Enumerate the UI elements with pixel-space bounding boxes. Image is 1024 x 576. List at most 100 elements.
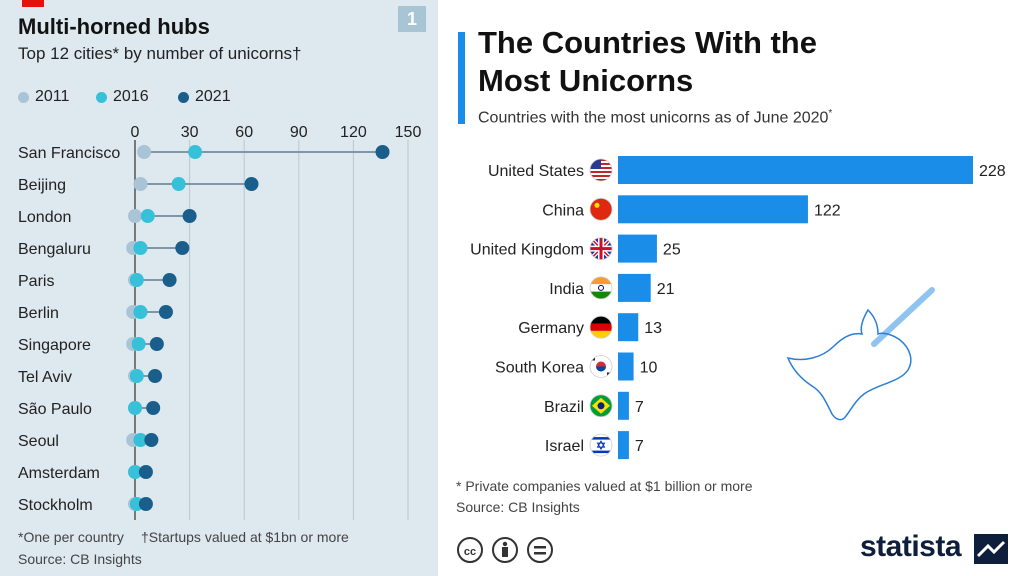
left-source: Source: CB Insights: [18, 551, 142, 567]
value-label-united-kingdom: 25: [663, 242, 681, 259]
bar-united-states: [618, 156, 973, 184]
dot-2021-paris: [162, 273, 177, 287]
bar-india: [618, 273, 651, 302]
dot-2016-singapore: [131, 337, 146, 351]
germany-red: [590, 323, 612, 331]
brazil-flag-icon: [589, 394, 613, 418]
dot-2021-amsterdam: [138, 465, 153, 479]
red-tab: [22, 0, 44, 7]
brazil-globe: [597, 402, 605, 410]
flag-fill: [590, 434, 612, 457]
statista-logo-icon: [974, 534, 1008, 564]
legend-dot-2021: [178, 91, 189, 103]
city-label-berlin: Berlin: [18, 305, 59, 322]
country-label-brazil: Brazil: [544, 399, 584, 416]
footnote-startups: †Startups valued at $1bn or more: [141, 529, 349, 545]
dot-2011-london: [128, 209, 142, 223]
flag-fill: [590, 316, 612, 339]
dot-2021-san-francisco: [375, 145, 390, 159]
flag-outline: [589, 197, 613, 221]
x-tick-label-150: 150: [395, 124, 422, 141]
south-korea-flag-icon: [589, 355, 613, 378]
flag-fill: [590, 159, 612, 181]
flag-outline: [589, 158, 613, 182]
germany-black: [590, 316, 612, 324]
korea-red: [596, 361, 606, 367]
x-tick-label-30: 30: [181, 124, 199, 141]
korea-blue: [596, 366, 606, 372]
right-source: Source: CB Insights: [456, 499, 580, 515]
israel-star: [596, 440, 606, 451]
israel-flag-icon: [589, 433, 613, 457]
city-label-stockholm: Stockholm: [18, 497, 93, 514]
value-label-india: 21: [657, 281, 675, 298]
title-accent-bar: [458, 32, 465, 124]
legend-item-2016: 2016: [96, 88, 149, 106]
dot-2016-tel-aviv: [129, 369, 144, 383]
bar-united-kingdom: [618, 234, 657, 263]
city-label-beijing: Beijing: [18, 177, 66, 194]
dot-2011-san-francisco: [137, 145, 152, 159]
dot-2021-tel-aviv: [148, 369, 163, 383]
x-tick-label-90: 90: [290, 124, 308, 141]
flag-outline: [589, 276, 613, 300]
value-label-united-states: 228: [979, 163, 1006, 180]
dot-2016-san-francisco: [188, 145, 203, 159]
city-label-paris: Paris: [18, 273, 54, 290]
flag-fill: [590, 394, 612, 417]
dot-2016-london: [140, 209, 155, 223]
dot-2021-bengaluru: [175, 241, 190, 255]
country-label-israel: Israel: [545, 438, 584, 455]
dot-2016-seoul: [133, 433, 148, 447]
country-label-united-states: United States: [488, 163, 584, 180]
right-chart-subtitle: Countries with the most unicorns as of J…: [478, 108, 832, 127]
dot-2021-berlin: [158, 305, 173, 319]
china-star: [594, 202, 600, 208]
flag-fill: [590, 276, 612, 299]
dot-2016-paris: [129, 273, 144, 287]
dot-2011-beijing: [133, 177, 148, 191]
left-chart-title: Multi-horned hubs: [18, 14, 210, 39]
flag-outline: [589, 237, 613, 260]
attribution-icon: [492, 537, 518, 563]
value-label-israel: 7: [635, 438, 644, 455]
country-label-united-kingdom: United Kingdom: [470, 242, 584, 259]
statista-panel: The Countries With the Most Unicorns Cou…: [438, 0, 1024, 576]
value-label-south-korea: 10: [640, 360, 658, 377]
us-flag-icon: [589, 158, 613, 182]
dot-2016-berlin: [133, 305, 148, 319]
flag-fill: [590, 237, 612, 260]
dot-2021-beijing: [244, 177, 259, 191]
right-subtitle-text: Countries with the most unicorns as of J…: [478, 109, 829, 127]
bar-israel: [618, 431, 629, 460]
dot-2021-sao-paulo: [146, 401, 161, 415]
value-label-china: 122: [814, 202, 841, 219]
value-label-germany: 13: [644, 320, 662, 337]
dot-2021-london: [182, 209, 197, 223]
legend-dot-2011: [18, 91, 29, 103]
dot-2021-stockholm: [138, 497, 153, 511]
uk-flag-icon: [589, 237, 613, 260]
india-flag-icon: [589, 276, 613, 300]
legend-label-2016: 2016: [113, 88, 149, 105]
economist-panel: 1 Multi-horned hubs Top 12 cities* by nu…: [0, 0, 438, 576]
city-label-bengaluru: Bengaluru: [18, 241, 91, 258]
dot-2016-amsterdam: [128, 465, 142, 479]
germany-flag-icon: [589, 315, 613, 339]
dot-2021-singapore: [149, 337, 164, 351]
cc-icon: cc: [457, 537, 483, 563]
dot-plot-chart: 0 30 60 90 120 150 San Francisco Beijing London B…: [18, 124, 422, 520]
dot-2016-sao-paulo: [128, 401, 142, 415]
israel-stripe-top: [590, 437, 612, 440]
us-stripe: [590, 179, 612, 181]
no-derivatives-icon: [527, 537, 553, 563]
bar-china: [618, 195, 808, 224]
germany-gold: [590, 330, 612, 339]
panel-number-badge: 1: [398, 6, 426, 32]
right-subtitle-mark: *: [828, 108, 833, 119]
city-label-san-francisco: San Francisco: [18, 145, 120, 162]
footnote-one-per-country: *One per country: [18, 529, 124, 545]
uk-v-red: [599, 237, 603, 260]
country-label-china: China: [542, 202, 584, 219]
city-label-london: London: [18, 209, 71, 226]
